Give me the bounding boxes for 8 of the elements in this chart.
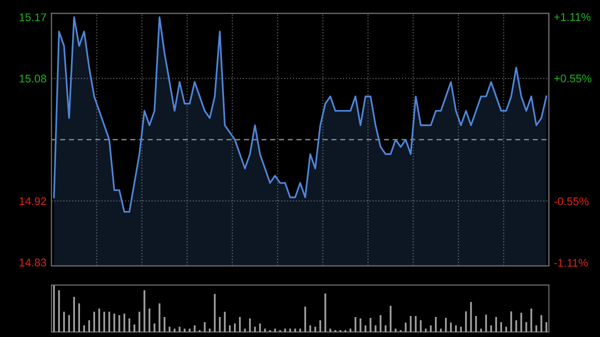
y-tick-label: 14.92 [20,197,46,206]
y-tick-label: 15.08 [20,74,46,83]
y2-tick-label: +1.11% [554,13,591,21]
y2-tick-label: -0.55% [554,197,589,206]
y-tick-label: 14.83 [20,258,46,266]
y2-tick-label: -1.11% [554,258,588,267]
y-tick-label: 15.17 [20,13,46,22]
y2-tick-label: +0.55% [554,74,592,82]
